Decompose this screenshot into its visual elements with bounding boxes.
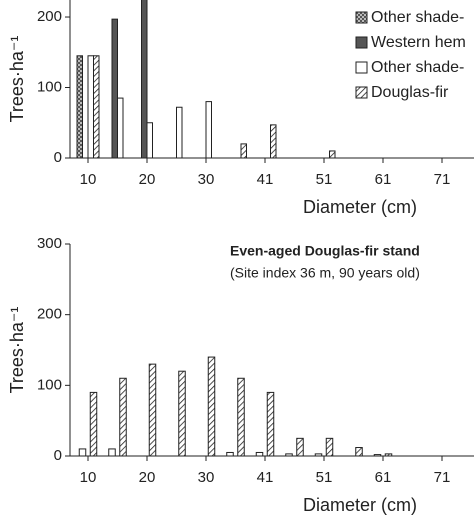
bar	[207, 356, 216, 457]
bar	[237, 377, 245, 457]
x-tick-label: 30	[198, 171, 215, 188]
bar	[141, 0, 148, 159]
bars	[76, 0, 336, 159]
bar	[226, 451, 234, 457]
y-axis-label: Trees·ha⁻¹	[7, 36, 27, 123]
bar	[355, 447, 363, 457]
bar	[76, 55, 83, 159]
legend-swatch	[355, 11, 368, 24]
bar	[270, 124, 277, 159]
bar	[176, 106, 183, 159]
legend-label: Other shade-	[371, 9, 464, 26]
x-tick-label: 41	[257, 171, 274, 188]
x-tick-label: 10	[80, 469, 97, 486]
legend-label: Western hem	[371, 34, 466, 51]
x-axis-label: Diameter (cm)	[303, 495, 417, 515]
bar	[178, 370, 186, 457]
legend-label: Douglas-fir	[371, 84, 449, 101]
x-tick-label: 61	[375, 171, 392, 188]
bar	[117, 97, 124, 159]
bar	[148, 363, 157, 457]
bar	[329, 150, 336, 159]
legend-swatch	[355, 61, 368, 74]
bar	[119, 377, 127, 457]
bar	[146, 122, 153, 159]
x-tick-label: 10	[80, 171, 97, 188]
bar	[384, 453, 393, 457]
y-tick-label: 200	[37, 306, 62, 323]
bar	[93, 55, 100, 159]
bar	[296, 437, 304, 457]
bar	[325, 437, 334, 457]
x-tick-label: 61	[375, 469, 392, 486]
y-tick-label: 200	[37, 8, 62, 25]
bar	[373, 454, 382, 457]
y-tick-label: 100	[37, 78, 62, 95]
bar	[205, 101, 212, 159]
y-tick-label: 300	[37, 235, 62, 252]
legend-label: Other shade-	[371, 59, 464, 76]
bar	[240, 143, 247, 159]
x-tick-label: 20	[139, 171, 156, 188]
x-tick-label: 51	[316, 469, 333, 486]
bar	[87, 55, 94, 159]
y-tick-label: 100	[37, 376, 62, 393]
x-tick-label: 71	[434, 469, 451, 486]
x-tick-label: 30	[198, 469, 215, 486]
x-axis-label: Diameter (cm)	[303, 197, 417, 217]
x-tick-label: 41	[257, 469, 274, 486]
bar	[89, 391, 98, 457]
legend-swatch	[355, 86, 368, 99]
bar	[266, 391, 275, 457]
x-tick-label: 71	[434, 171, 451, 188]
bar	[255, 451, 264, 457]
chart-subtitle: (Site index 36 m, 90 years old)	[230, 265, 420, 281]
y-axis-label: Trees·ha⁻¹	[7, 307, 27, 394]
x-tick-label: 51	[316, 171, 333, 188]
legend-swatch	[355, 36, 368, 49]
bar	[285, 453, 293, 457]
x-tick-label: 20	[139, 469, 156, 486]
bar	[108, 448, 116, 457]
chart-title: Even-aged Douglas-fir stand	[230, 243, 420, 259]
y-tick-label: 0	[54, 149, 62, 166]
bars	[78, 356, 393, 457]
y-tick-label: 0	[54, 447, 62, 464]
bar	[78, 448, 87, 457]
bar	[111, 18, 118, 159]
bar	[314, 453, 323, 457]
